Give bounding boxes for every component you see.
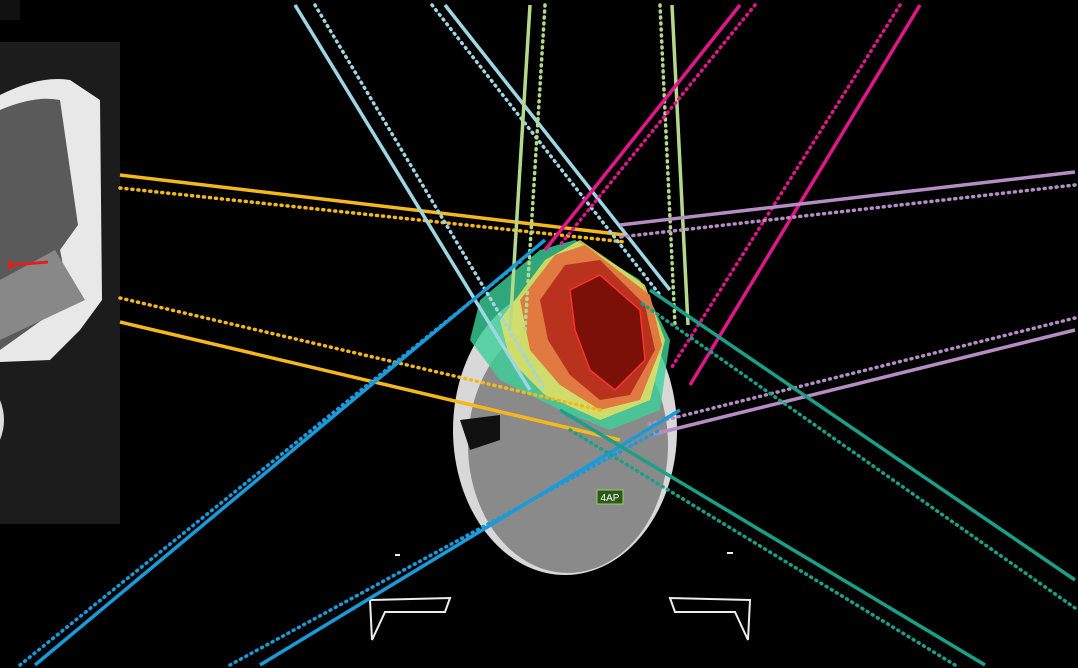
field-label: 4AP	[601, 493, 620, 504]
couch	[368, 552, 752, 641]
label-box	[596, 489, 624, 505]
beams	[18, 3, 1077, 667]
corner-bar	[0, 0, 20, 20]
side-panel	[0, 42, 120, 524]
